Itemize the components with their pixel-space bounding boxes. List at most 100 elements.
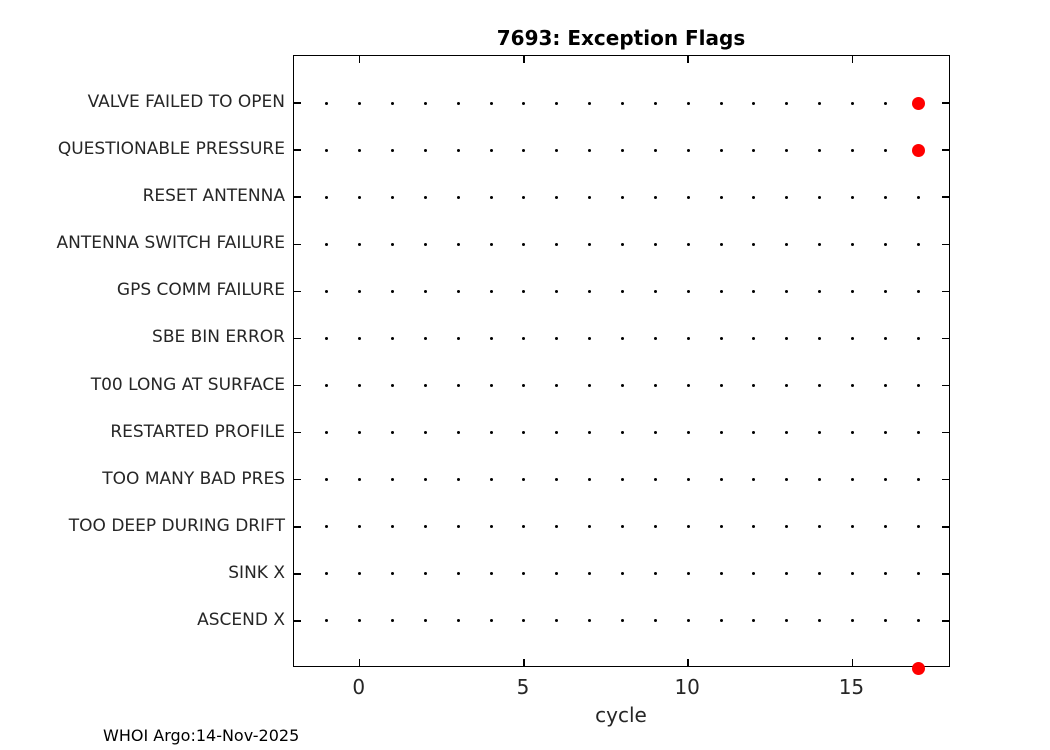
- y-axis-category-label: SINK X: [228, 562, 285, 583]
- grid-dot: [719, 195, 723, 199]
- grid-dot: [522, 148, 526, 152]
- grid-dot: [522, 195, 526, 199]
- grid-dot: [653, 242, 657, 246]
- y-tick-left: [294, 243, 301, 246]
- x-tick-top: [358, 56, 361, 63]
- grid-dot: [423, 195, 427, 199]
- plot-area: [293, 55, 950, 675]
- grid-dot: [686, 289, 690, 293]
- y-axis-category-label: SBE BIN ERROR: [152, 327, 285, 348]
- grid-dot: [555, 289, 559, 293]
- grid-dot: [883, 478, 887, 482]
- grid-dot: [423, 478, 427, 482]
- grid-dot: [325, 148, 329, 152]
- grid-dot: [719, 101, 723, 105]
- grid-dot: [883, 289, 887, 293]
- x-axis-label: cycle: [595, 703, 647, 727]
- grid-dot: [916, 384, 920, 388]
- grid-dot: [555, 525, 559, 529]
- grid-dot: [391, 478, 395, 482]
- grid-dot: [653, 195, 657, 199]
- grid-dot: [752, 478, 756, 482]
- grid-dot: [785, 148, 789, 152]
- grid-dot: [358, 478, 362, 482]
- grid-dot: [653, 431, 657, 435]
- grid-dot: [325, 431, 329, 435]
- exception-flag-marker: [911, 661, 925, 675]
- grid-dot: [883, 525, 887, 529]
- grid-dot: [686, 148, 690, 152]
- grid-dot: [719, 384, 723, 388]
- grid-dot: [588, 384, 592, 388]
- grid-dot: [818, 572, 822, 576]
- x-tick-label: 5: [516, 675, 530, 699]
- grid-dot: [818, 384, 822, 388]
- grid-dot: [785, 242, 789, 246]
- grid-dot: [588, 572, 592, 576]
- grid-dot: [391, 336, 395, 340]
- grid-dot: [883, 572, 887, 576]
- grid-dot: [489, 101, 493, 105]
- x-tick-bottom: [851, 659, 854, 666]
- y-axis-category-label: RESET ANTENNA: [142, 186, 285, 207]
- y-axis-category-label: TOO MANY BAD PRES: [102, 468, 285, 489]
- grid-dot: [653, 148, 657, 152]
- grid-dot: [818, 195, 822, 199]
- grid-dot: [752, 572, 756, 576]
- y-tick-right: [942, 337, 949, 340]
- grid-dot: [423, 101, 427, 105]
- grid-dot: [555, 431, 559, 435]
- grid-dot: [850, 525, 854, 529]
- grid-dot: [391, 619, 395, 623]
- grid-dot: [325, 478, 329, 482]
- x-tick-bottom: [523, 659, 525, 666]
- grid-dot: [391, 431, 395, 435]
- grid-dot: [850, 384, 854, 388]
- grid-dot: [489, 572, 493, 576]
- grid-dot: [391, 384, 395, 388]
- grid-dot: [391, 289, 395, 293]
- grid-dot: [456, 242, 460, 246]
- y-tick-right: [942, 102, 949, 104]
- x-tick-bottom: [687, 659, 689, 666]
- grid-dot: [423, 431, 427, 435]
- grid-dot: [653, 384, 657, 388]
- grid-dot: [456, 195, 460, 199]
- grid-dot: [653, 101, 657, 105]
- grid-dot: [555, 242, 559, 246]
- grid-dot: [555, 619, 559, 623]
- grid-dot: [719, 336, 723, 340]
- x-tick-label: 10: [674, 675, 700, 699]
- grid-dot: [883, 195, 887, 199]
- grid-dot: [456, 431, 460, 435]
- grid-dot: [358, 289, 362, 293]
- y-axis-category-label: ASCEND X: [197, 609, 285, 630]
- grid-dot: [358, 431, 362, 435]
- grid-dot: [719, 525, 723, 529]
- grid-dot: [686, 572, 690, 576]
- grid-dot: [916, 195, 920, 199]
- grid-dot: [456, 478, 460, 482]
- grid-dot: [325, 289, 329, 293]
- grid-dot: [883, 242, 887, 246]
- grid-dot: [489, 289, 493, 293]
- grid-dot: [522, 525, 526, 529]
- grid-dot: [391, 242, 395, 246]
- grid-dot: [325, 525, 329, 529]
- x-tick-top: [851, 56, 854, 63]
- grid-dot: [588, 431, 592, 435]
- grid-dot: [850, 431, 854, 435]
- grid-dot: [752, 384, 756, 388]
- grid-dot: [489, 431, 493, 435]
- grid-dot: [621, 384, 624, 388]
- grid-dot: [752, 336, 756, 340]
- grid-dot: [850, 478, 854, 482]
- footer-credit: WHOI Argo:14-Nov-2025: [103, 726, 300, 745]
- grid-dot: [555, 101, 559, 105]
- grid-dot: [818, 478, 822, 482]
- grid-dot: [785, 525, 789, 529]
- x-tick-label: 0: [352, 675, 366, 699]
- grid-dot: [423, 289, 427, 293]
- grid-dot: [522, 289, 526, 293]
